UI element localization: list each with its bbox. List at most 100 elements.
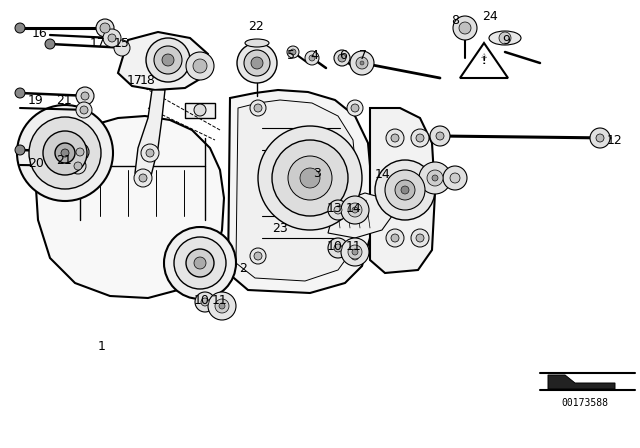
Polygon shape [548,375,615,389]
Polygon shape [460,43,508,78]
Circle shape [459,22,471,34]
Text: 10: 10 [327,240,343,253]
Text: 5: 5 [287,48,295,61]
Text: 19: 19 [28,94,44,107]
Circle shape [416,234,424,242]
Circle shape [134,169,152,187]
Circle shape [81,92,89,100]
Circle shape [411,129,429,147]
Text: 15: 15 [114,36,130,49]
Text: 7: 7 [359,48,367,61]
Circle shape [590,128,610,148]
Text: 13: 13 [327,202,343,215]
Circle shape [254,104,262,112]
Text: 14: 14 [346,202,362,215]
Circle shape [386,129,404,147]
Circle shape [432,175,438,181]
Circle shape [401,186,409,194]
Circle shape [258,126,362,230]
Polygon shape [228,90,372,293]
Circle shape [139,174,147,182]
Text: 22: 22 [248,20,264,33]
Circle shape [328,238,348,258]
Circle shape [154,46,182,74]
Circle shape [386,229,404,247]
Circle shape [334,50,350,66]
Circle shape [17,105,113,201]
Circle shape [334,244,342,252]
Circle shape [334,206,342,214]
Circle shape [215,299,229,313]
Polygon shape [236,100,358,281]
Polygon shape [328,193,392,238]
Circle shape [164,227,236,299]
Circle shape [450,173,460,183]
Circle shape [347,248,363,264]
Circle shape [146,38,190,82]
Text: 21: 21 [56,154,72,167]
Circle shape [352,207,358,213]
Circle shape [328,200,348,220]
Circle shape [288,156,332,200]
Circle shape [76,87,94,105]
Circle shape [453,16,477,40]
Circle shape [146,149,154,157]
Circle shape [45,39,55,49]
Circle shape [350,51,374,75]
Text: 11: 11 [212,293,228,306]
Text: 11: 11 [346,240,362,253]
Circle shape [287,46,299,58]
Circle shape [391,134,399,142]
Circle shape [427,170,443,186]
Circle shape [100,23,110,33]
Text: ⚠: ⚠ [481,53,487,59]
Circle shape [395,180,415,200]
Text: 17: 17 [90,36,106,49]
Text: 2: 2 [239,262,247,275]
Text: 14: 14 [375,168,391,181]
Circle shape [194,104,206,116]
Circle shape [15,23,25,33]
Circle shape [348,203,362,217]
Circle shape [208,292,236,320]
Text: 6: 6 [339,48,347,61]
Circle shape [80,106,88,114]
Circle shape [186,249,214,277]
Circle shape [251,57,263,69]
Circle shape [436,132,444,140]
Text: 17: 17 [127,73,143,86]
Circle shape [351,252,359,260]
Circle shape [201,298,209,306]
Circle shape [76,102,92,118]
Circle shape [29,117,101,189]
Text: 1: 1 [98,340,106,353]
Circle shape [141,144,159,162]
Circle shape [194,257,206,269]
Circle shape [411,229,429,247]
Circle shape [55,143,75,163]
Polygon shape [118,32,208,90]
Polygon shape [185,103,215,118]
Circle shape [352,249,358,255]
Text: 9: 9 [502,34,510,47]
Circle shape [341,238,369,266]
Circle shape [219,303,225,309]
Circle shape [290,49,296,55]
Polygon shape [35,116,224,298]
Text: 21: 21 [56,94,72,107]
Circle shape [272,140,348,216]
Circle shape [443,166,467,190]
Circle shape [419,162,451,194]
Circle shape [254,252,262,260]
Text: 16: 16 [32,26,48,39]
Text: 10: 10 [194,293,210,306]
Circle shape [391,234,399,242]
Text: 24: 24 [482,9,498,22]
Circle shape [96,19,114,37]
Circle shape [348,245,362,259]
Circle shape [360,61,364,65]
Circle shape [103,29,121,47]
Text: 18: 18 [140,73,156,86]
Text: 20: 20 [28,156,44,169]
Circle shape [74,162,82,170]
